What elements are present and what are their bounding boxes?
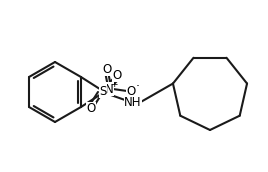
- Text: O: O: [126, 84, 136, 98]
- Text: O: O: [112, 68, 122, 82]
- Text: O: O: [86, 103, 96, 116]
- Text: S: S: [99, 84, 107, 98]
- Text: +: +: [110, 79, 118, 89]
- Text: ·: ·: [136, 80, 140, 94]
- Text: NH: NH: [124, 96, 142, 110]
- Text: O: O: [102, 62, 111, 76]
- Text: N: N: [105, 83, 113, 95]
